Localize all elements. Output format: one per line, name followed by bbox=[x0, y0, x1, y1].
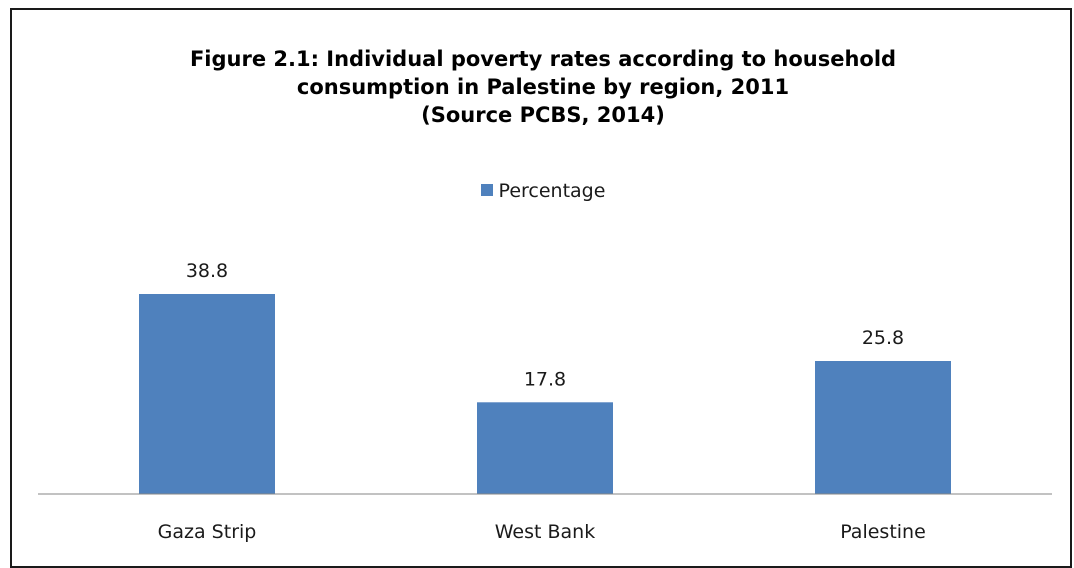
labels-layer: 38.8 Gaza Strip 17.8 West Bank 25.8 Palestine bbox=[158, 260, 926, 543]
x-tick-label-west-bank: West Bank bbox=[495, 521, 595, 543]
x-tick-label-palestine: Palestine bbox=[840, 521, 926, 543]
chart-title-line-2: consumption in Palestine by region, 2011 bbox=[296, 75, 790, 99]
chart-legend: Percentage bbox=[12, 180, 1074, 202]
data-label-palestine: 25.8 bbox=[862, 327, 904, 349]
x-tick-label-gaza-strip: Gaza Strip bbox=[158, 521, 257, 543]
bar-gaza-strip bbox=[139, 294, 275, 494]
data-label-west-bank: 17.8 bbox=[524, 368, 566, 390]
bar-palestine bbox=[815, 361, 951, 494]
data-label-gaza-strip: 38.8 bbox=[186, 260, 228, 282]
chart-title: Figure 2.1: Individual poverty rates acc… bbox=[12, 45, 1074, 129]
legend-label: Percentage bbox=[498, 180, 606, 202]
bars-layer bbox=[139, 294, 951, 494]
chart-title-line-3: (Source PCBS, 2014) bbox=[421, 103, 665, 127]
chart-title-line-1: Figure 2.1: Individual poverty rates acc… bbox=[189, 47, 897, 71]
bar-west-bank bbox=[477, 402, 613, 494]
legend-swatch bbox=[480, 183, 493, 196]
